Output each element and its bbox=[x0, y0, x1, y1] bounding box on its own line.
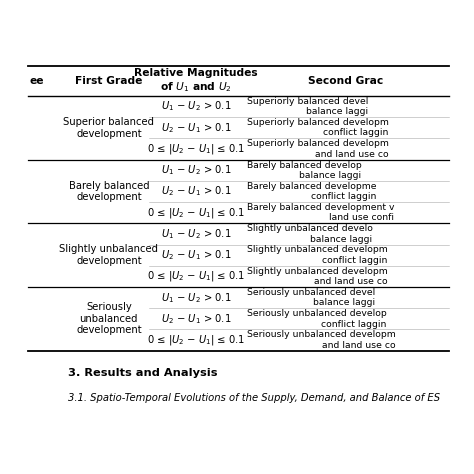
Text: Superiorly balanced developm
and land use co: Superiorly balanced developm and land us… bbox=[246, 139, 389, 159]
Text: Slightly unbalanced
development: Slightly unbalanced development bbox=[59, 245, 158, 266]
Text: First Grade: First Grade bbox=[75, 76, 143, 86]
Text: 0 ≤ |$U_2$ − $U_1$| ≤ 0.1: 0 ≤ |$U_2$ − $U_1$| ≤ 0.1 bbox=[147, 333, 246, 347]
Text: Barely balanced develop
balance laggi: Barely balanced develop balance laggi bbox=[246, 161, 361, 180]
Text: $U_1$ − $U_2$ > 0.1: $U_1$ − $U_2$ > 0.1 bbox=[161, 100, 231, 113]
Text: 3. Results and Analysis: 3. Results and Analysis bbox=[68, 368, 218, 378]
Text: 0 ≤ |$U_2$ − $U_1$| ≤ 0.1: 0 ≤ |$U_2$ − $U_1$| ≤ 0.1 bbox=[147, 206, 246, 219]
Text: Slightly unbalanced developm
and land use co: Slightly unbalanced developm and land us… bbox=[246, 267, 387, 286]
Text: $U_1$ − $U_2$ > 0.1: $U_1$ − $U_2$ > 0.1 bbox=[161, 227, 231, 241]
Text: Superiorly balanced developm
conflict laggin: Superiorly balanced developm conflict la… bbox=[246, 118, 389, 137]
Text: Superior balanced
development: Superior balanced development bbox=[64, 117, 155, 138]
Text: $U_2$ − $U_1$ > 0.1: $U_2$ − $U_1$ > 0.1 bbox=[161, 121, 231, 135]
Text: Seriously unbalanced develop
conflict laggin: Seriously unbalanced develop conflict la… bbox=[246, 309, 386, 328]
Text: $U_1$ − $U_2$ > 0.1: $U_1$ − $U_2$ > 0.1 bbox=[161, 164, 231, 177]
Text: Barely balanced developme
conflict laggin: Barely balanced developme conflict laggi… bbox=[246, 182, 376, 201]
Text: Barely balanced development v
land use confi: Barely balanced development v land use c… bbox=[246, 203, 394, 222]
Text: Barely balanced
development: Barely balanced development bbox=[69, 181, 149, 202]
Text: Relative Magnitudes
of $U_1$ and $U_2$: Relative Magnitudes of $U_1$ and $U_2$ bbox=[134, 68, 258, 94]
Text: Slightly unbalanced develo
balance laggi: Slightly unbalanced develo balance laggi bbox=[246, 224, 373, 244]
Text: $U_1$ − $U_2$ > 0.1: $U_1$ − $U_2$ > 0.1 bbox=[161, 291, 231, 304]
Text: Slightly unbalanced developm
conflict laggin: Slightly unbalanced developm conflict la… bbox=[246, 246, 387, 265]
Text: ee: ee bbox=[30, 76, 45, 86]
Text: 3.1. Spatio-Temporal Evolutions of the Supply, Demand, and Balance of ES: 3.1. Spatio-Temporal Evolutions of the S… bbox=[68, 393, 440, 403]
Text: Seriously unbalanced developm
and land use co: Seriously unbalanced developm and land u… bbox=[246, 330, 395, 350]
Text: Seriously unbalanced devel
balance laggi: Seriously unbalanced devel balance laggi bbox=[246, 288, 375, 307]
Text: Seriously
unbalanced
development: Seriously unbalanced development bbox=[76, 302, 142, 336]
Text: $U_2$ − $U_1$ > 0.1: $U_2$ − $U_1$ > 0.1 bbox=[161, 312, 231, 326]
Text: 0 ≤ |$U_2$ − $U_1$| ≤ 0.1: 0 ≤ |$U_2$ − $U_1$| ≤ 0.1 bbox=[147, 269, 246, 283]
Text: Second Grac: Second Grac bbox=[308, 76, 383, 86]
Text: Superiorly balanced devel
balance laggi: Superiorly balanced devel balance laggi bbox=[246, 97, 368, 116]
Text: $U_2$ − $U_1$ > 0.1: $U_2$ − $U_1$ > 0.1 bbox=[161, 248, 231, 262]
Text: $U_2$ − $U_1$ > 0.1: $U_2$ − $U_1$ > 0.1 bbox=[161, 184, 231, 198]
Text: 0 ≤ |$U_2$ − $U_1$| ≤ 0.1: 0 ≤ |$U_2$ − $U_1$| ≤ 0.1 bbox=[147, 142, 246, 156]
